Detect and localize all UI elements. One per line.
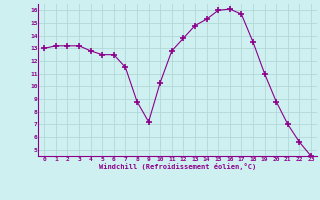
X-axis label: Windchill (Refroidissement éolien,°C): Windchill (Refroidissement éolien,°C): [99, 163, 256, 170]
